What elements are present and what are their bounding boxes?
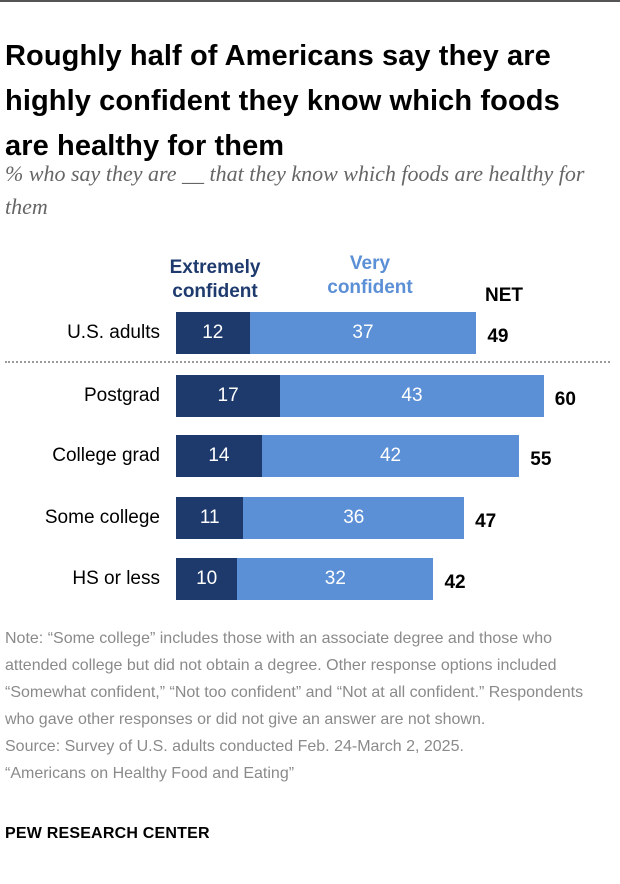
bar-very-confident-hs-or-less: 32 xyxy=(237,558,434,600)
report-title: “Americans on Healthy Food and Eating” xyxy=(5,765,295,782)
bar-very-confident-some-college: 36 xyxy=(243,497,465,539)
legend-net: NET xyxy=(485,285,523,306)
note-text: Note: “Some college” includes those with… xyxy=(5,630,584,728)
net-value-hs-or-less: 42 xyxy=(444,572,466,593)
row-label-some-college: Some college xyxy=(44,507,160,528)
row-label-u-s-adults: U.S. adults xyxy=(67,322,160,343)
bar-very-confident-u-s-adults: 37 xyxy=(249,312,477,354)
row-label-hs-or-less: HS or less xyxy=(72,568,160,589)
net-value-college-grad: 55 xyxy=(530,449,552,470)
pew-logo-text: PEW RESEARCH CENTER xyxy=(5,825,210,842)
row-label-postgrad: Postgrad xyxy=(83,385,160,406)
bar-extremely-confident-hs-or-less: 10 xyxy=(176,558,238,600)
bar-chart: Extremely confident Very confident NET U… xyxy=(0,245,620,615)
row-label-college-grad: College grad xyxy=(52,445,160,466)
group-divider xyxy=(5,361,610,363)
legend-very-line2: confident xyxy=(327,277,413,298)
net-value-u-s-adults: 49 xyxy=(487,326,509,347)
bar-extremely-confident-postgrad: 17 xyxy=(176,375,281,417)
bar-very-confident-college-grad: 42 xyxy=(261,435,520,477)
legend-very-confident: Very confident xyxy=(300,252,440,300)
bar-extremely-confident-u-s-adults: 12 xyxy=(176,312,250,354)
source-text: Source: Survey of U.S. adults conducted … xyxy=(5,738,464,755)
bar-extremely-confident-college-grad: 14 xyxy=(176,435,262,477)
bar-very-confident-postgrad: 43 xyxy=(280,375,544,417)
top-rule xyxy=(0,0,620,2)
chart-title: Roughly half of Americans say they are h… xyxy=(5,40,560,162)
net-value-postgrad: 60 xyxy=(554,389,576,410)
legend-extremely-line1: Extremely xyxy=(169,257,261,278)
chart-subtitle: % who say they are __ that they know whi… xyxy=(5,161,585,219)
legend-extremely-line2: confident xyxy=(172,281,258,302)
footnote: Note: “Some college” includes those with… xyxy=(5,625,610,787)
legend-extremely-confident: Extremely confident xyxy=(155,256,275,304)
bar-extremely-confident-some-college: 11 xyxy=(176,497,244,539)
legend-very-line1: Very xyxy=(349,253,391,274)
net-value-some-college: 47 xyxy=(475,511,497,532)
